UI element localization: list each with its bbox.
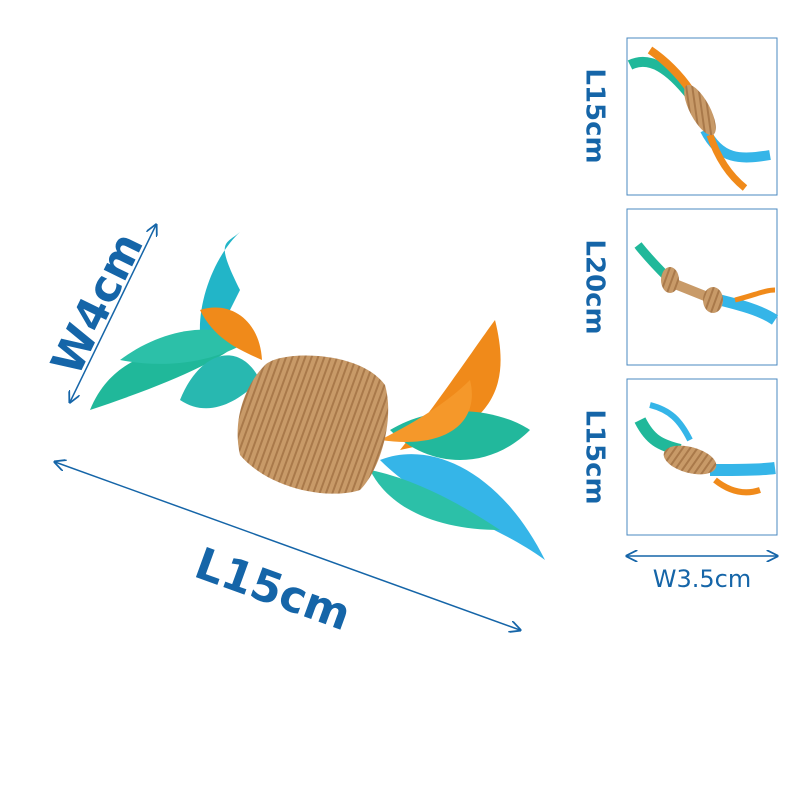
variant-panel [626, 208, 779, 366]
width-arrow [70, 225, 156, 402]
variant-label: L15cm [580, 409, 610, 504]
length-arrow [55, 462, 520, 630]
length-label: L15cm [188, 538, 357, 641]
main-toy [90, 232, 545, 560]
variant-label: L15cm [580, 68, 610, 163]
variant-panel [626, 37, 778, 196]
variant-width-label: W3.5cm [653, 565, 751, 593]
variant-label: L20cm [580, 239, 610, 334]
variant-panel [626, 378, 778, 536]
